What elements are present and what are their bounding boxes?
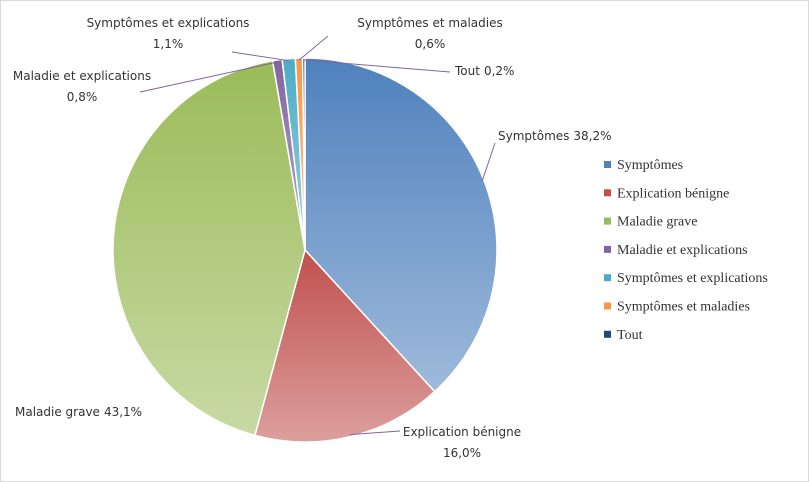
pie-slice (301, 57, 306, 251)
leader-line (303, 59, 451, 73)
legend-swatch (604, 161, 611, 168)
legend-label: Maladie et explications (617, 243, 748, 258)
leader-line (231, 51, 289, 62)
label-value: 43,1% (104, 405, 142, 419)
data-label: Symptômes 38,2% (498, 129, 612, 143)
label-name: Symptômes et maladies (357, 16, 502, 30)
leader-line (349, 430, 401, 436)
data-label: Tout 0,2% (454, 64, 514, 78)
leader-line (139, 61, 278, 93)
label-value: 0,2% (484, 64, 515, 78)
label-value: 1,1% (153, 37, 184, 51)
legend-swatch (604, 330, 611, 338)
data-label: Maladie grave 43,1% (15, 405, 142, 419)
label-name: Maladie grave (15, 405, 100, 419)
label-value: 0,6% (415, 37, 446, 51)
legend-swatch (604, 302, 611, 310)
legend-label: Explication bénigne (617, 186, 729, 201)
data-labels: Symptômes 38,2% Explication bénigne 16,0% Ma… (13, 16, 612, 460)
data-label: Symptômes et explications 1,1% (87, 16, 250, 51)
label-name: Maladie et explications (13, 69, 151, 83)
legend-label: Symptômes (617, 158, 683, 173)
leader-line (481, 142, 496, 182)
label-name: Symptômes (498, 129, 569, 143)
data-label: Symptômes et maladies 0,6% (357, 16, 502, 51)
data-label: Explication bénigne 16,0% (403, 425, 521, 460)
data-label: Maladie et explications 0,8% (13, 69, 151, 104)
pie (112, 57, 498, 443)
leader-line (298, 35, 329, 61)
legend-label: Tout (617, 328, 643, 343)
pie-slice (112, 59, 306, 437)
legend-swatch (604, 245, 611, 253)
legend: Symptômes Explication bénigne Maladie grav… (604, 158, 768, 343)
legend-label: Symptômes et maladies (617, 300, 750, 315)
legend-swatch (604, 217, 611, 225)
legend-label: Symptômes et explications (617, 271, 768, 286)
label-name: Explication bénigne (403, 425, 521, 439)
pie-slice (304, 57, 498, 393)
legend-swatch (604, 189, 611, 197)
legend-label: Maladie grave (617, 215, 697, 230)
pie-slice (253, 248, 436, 443)
label-value: 16,0% (443, 446, 481, 460)
label-value: 0,8% (67, 90, 98, 104)
label-value: 38,2% (573, 129, 611, 143)
label-name: Tout (454, 64, 480, 78)
label-name: Symptômes et explications (87, 16, 250, 30)
legend-swatch (604, 274, 611, 282)
